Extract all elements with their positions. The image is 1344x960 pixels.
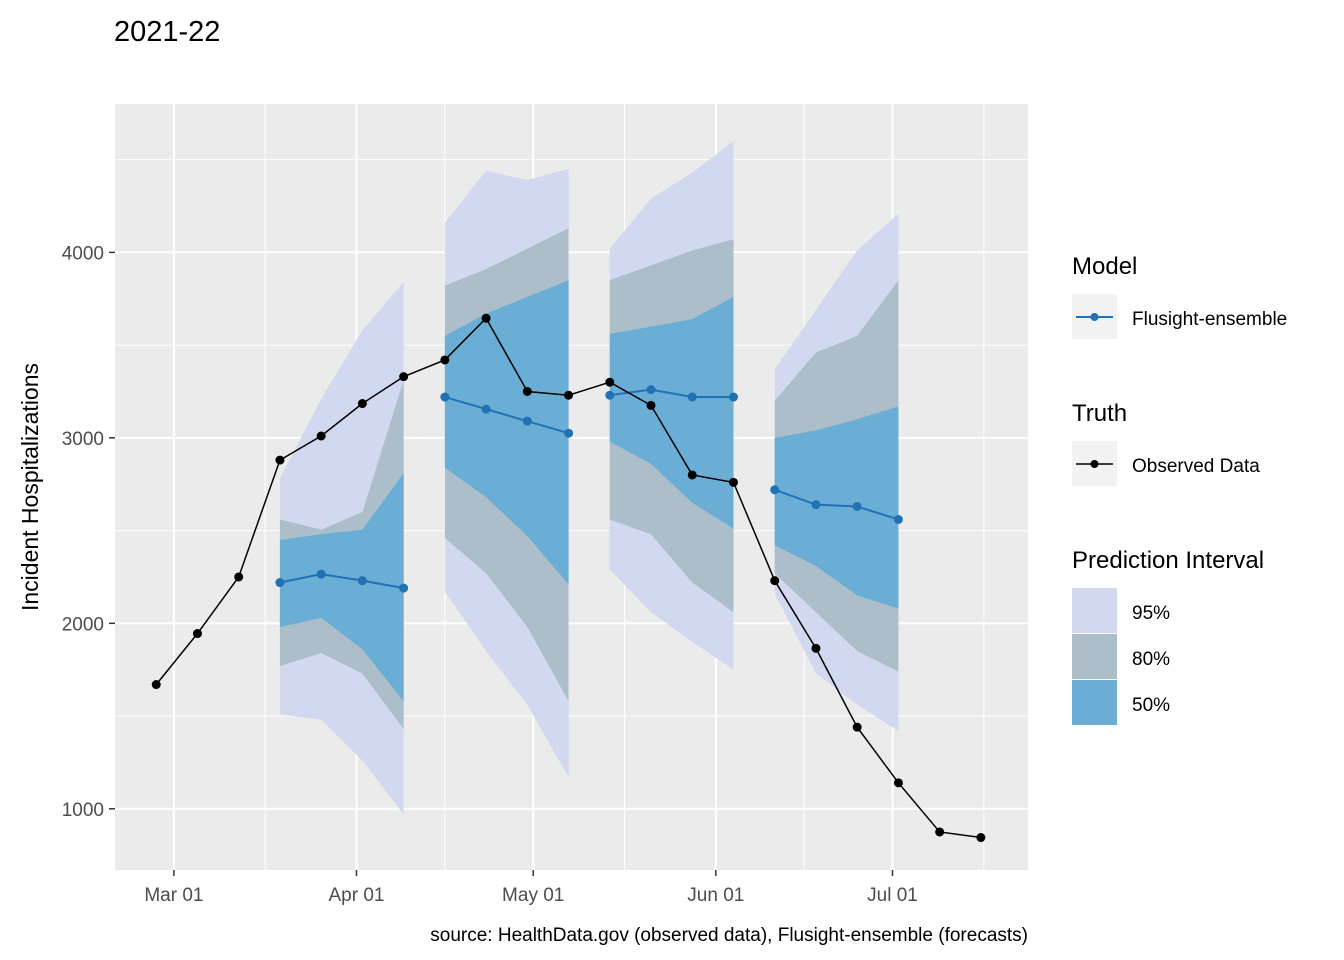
x-tick-label: Apr 01 [329,885,385,906]
legend-truth-marker [1090,460,1099,468]
forecast-point [811,500,821,510]
forecast-1-median-line [444,396,569,435]
x-tick-label: Jul 01 [867,885,918,906]
forecast-point [605,390,615,400]
observed-data-point [976,833,986,843]
observed-data-point [852,722,862,732]
legend-model-marker [1090,313,1099,321]
forecast-point [357,576,367,586]
forecast-3-pi-50-band [774,406,899,609]
observed-data-point [605,377,615,387]
legend-pi-title: Prediction Interval [1072,547,1264,574]
legend-pi-80-key [1072,634,1117,679]
observed-data-point [481,313,491,323]
y-tick-label: 4000 [62,243,104,264]
forecast-1-pi-50-band [444,280,569,585]
observed-data-point [770,576,780,586]
x-axis-ticks: Mar 01 Apr 01 May 01 Jun 01 Jul 01 [144,870,918,906]
observed-data-point [192,629,202,639]
x-tick-label: Jun 01 [687,885,744,906]
forecast-point [399,583,409,593]
y-axis-ticks: 1000 2000 3000 4000 [62,243,115,821]
legend-pi-95-label: 95% [1132,603,1170,624]
y-tick-label: 1000 [62,800,104,821]
legend-model-label: Flusight-ensemble [1132,309,1287,330]
forecast-point [275,578,285,588]
observed-data-point [234,572,244,582]
forecast-0-pi-50-band [279,473,404,702]
x-tick-label: Mar 01 [144,885,203,906]
forecast-0-median-line [279,573,404,590]
legend-pi-50-key [1072,680,1117,725]
legend-model-title: Model [1072,253,1137,280]
series-points [151,313,986,843]
observed-data-point [893,778,903,788]
prediction-interval-bands [279,141,899,815]
observed-data-point [399,372,409,382]
forecast-point [440,392,450,402]
y-tick-label: 2000 [62,614,104,635]
forecast-point [316,569,326,579]
x-tick-label: May 01 [502,885,564,906]
legend-pi-95-key [1072,588,1117,633]
observed-data-point [151,680,161,690]
forecast-point [646,385,656,395]
observed-data-point [728,477,738,487]
forecast-point [481,404,491,414]
forecast-point [728,392,738,402]
forecast-2-pi-50-band [609,296,734,529]
forecast-point [770,485,780,495]
legend-pi-80-label: 80% [1132,649,1170,670]
observed-data-point [522,386,532,396]
forecast-3-median-line [774,488,899,521]
observed-data-point [646,400,656,410]
observed-data-point [316,431,326,441]
observed-data-point [564,390,574,400]
forecast-point [522,416,532,426]
source-caption: source: HealthData.gov (observed data), … [430,925,1028,946]
forecast-point [687,392,697,402]
forecast-point [893,514,903,524]
y-tick-label: 3000 [62,429,104,450]
legend-truth-label: Observed Data [1132,456,1260,477]
forecast-2-median-line [609,388,734,399]
observed-data-point [275,455,285,465]
observed-data-point [935,827,945,837]
forecast-point [852,501,862,511]
observed-data-point [357,399,367,409]
forecast-point [564,428,574,438]
chart-title: 2021-22 [114,16,220,48]
observed-data-point [687,470,697,480]
y-axis-title: Incident Hospitalizations [17,363,43,611]
legend-truth-title: Truth [1072,400,1127,427]
legend-pi-50-label: 50% [1132,695,1170,716]
observed-data-point [811,643,821,653]
observed-data-point [440,355,450,365]
